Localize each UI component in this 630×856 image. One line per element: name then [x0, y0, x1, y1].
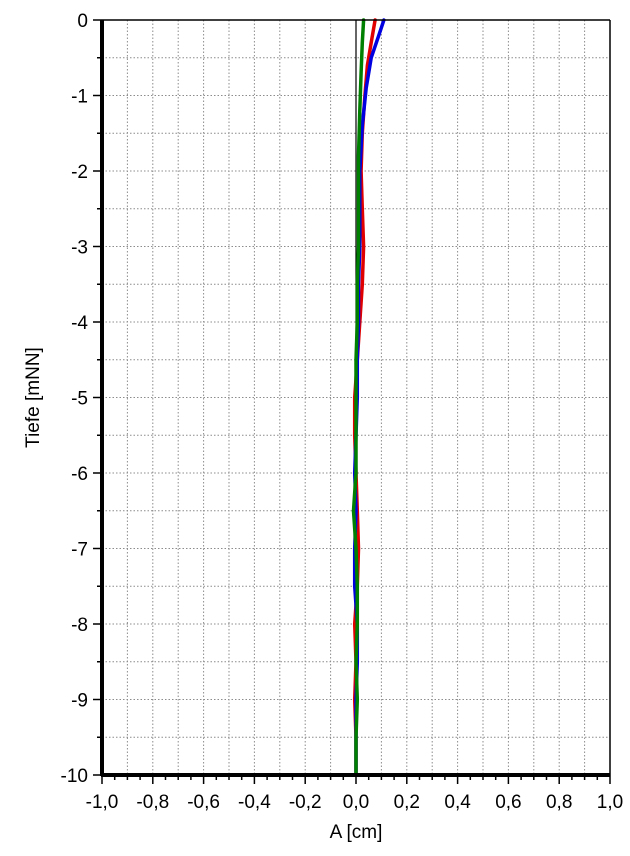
y-tick-label: -2 [71, 162, 88, 183]
x-tick-label: -0,2 [289, 792, 322, 813]
y-tick-label: -3 [71, 238, 88, 259]
x-tick-label: 0,8 [546, 792, 572, 813]
x-tick-label: -0,8 [136, 792, 169, 813]
y-axis-title: Tiefe [mNN] [23, 347, 44, 448]
x-tick-label: -0,4 [238, 792, 271, 813]
x-tick-label: 0,6 [495, 792, 521, 813]
y-tick-label: -7 [71, 540, 88, 561]
y-tick-label: -10 [61, 766, 88, 787]
x-axis-ticks: -1,0 -0,8 -0,6 -0,4 -0,2 0,0 0,2 0,4 0,6 0,8 1,0 [86, 775, 623, 813]
data-series-group [351, 18, 386, 777]
y-tick-label: -9 [71, 691, 88, 712]
series-line [351, 18, 366, 777]
x-axis-title: A [cm] [330, 822, 383, 843]
x-tick-label: 0,0 [343, 792, 369, 813]
y-tick-label: -6 [71, 464, 88, 485]
y-tick-label: -5 [71, 389, 88, 410]
grid-lines [101, 19, 610, 775]
y-tick-label: -4 [71, 313, 88, 334]
x-tick-label: 0,2 [394, 792, 420, 813]
y-tick-label: -1 [71, 87, 88, 108]
x-tick-label: 0,4 [444, 792, 471, 813]
y-tick-label: 0 [77, 11, 88, 32]
x-tick-label: -1,0 [86, 792, 119, 813]
y-tick-label: -8 [71, 615, 88, 636]
x-tick-label: 1,0 [597, 792, 623, 813]
y-axis-ticks: 0 -1 -2 -3 -4 -5 -6 -7 -8 -9 -10 [61, 11, 102, 787]
x-tick-label: -0,6 [187, 792, 220, 813]
